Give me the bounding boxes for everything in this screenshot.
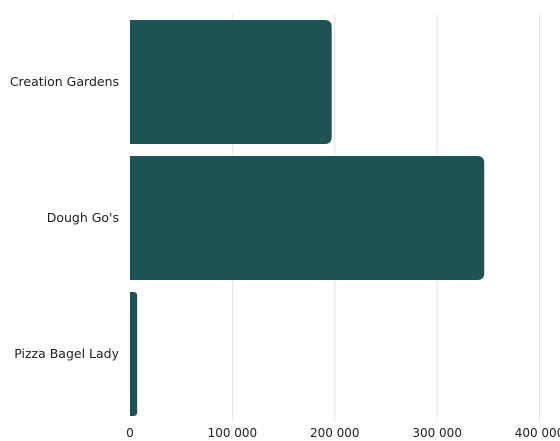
category-labels: Creation Gardens Dough Go's Pizza Bagel La…	[10, 74, 120, 361]
bar-pizza-bagel-lady	[130, 292, 138, 416]
x-tick-labels: 0 100 000 200 000 300 000 400 000	[126, 426, 560, 440]
category-label: Creation Gardens	[10, 74, 119, 89]
x-tick-label: 300 000	[412, 426, 462, 437]
bar-dough-go-s	[130, 156, 485, 280]
x-tick-label: 400 000	[515, 426, 560, 437]
category-label: Pizza Bagel Lady	[14, 346, 119, 361]
x-tick-label: 100 000	[208, 426, 258, 437]
x-tick-label: 200 000	[310, 426, 360, 437]
category-label: Dough Go's	[47, 210, 119, 225]
bars	[130, 20, 485, 416]
bar-creation-gardens	[130, 20, 332, 144]
x-tick-label: 0	[126, 426, 134, 437]
